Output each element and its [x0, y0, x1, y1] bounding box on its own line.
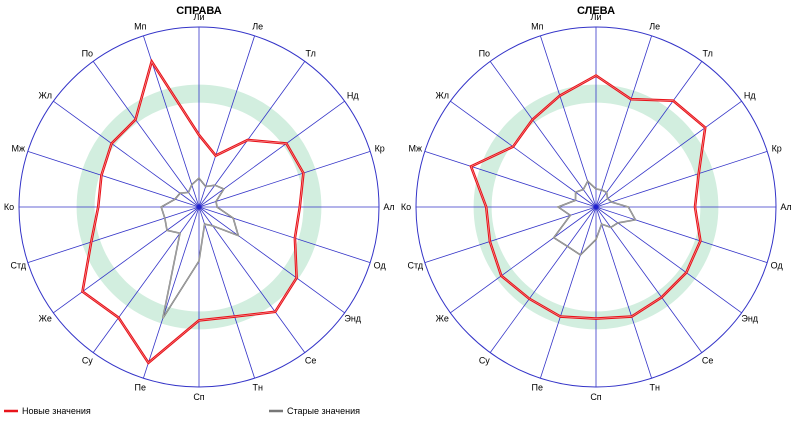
- axis-label: Су: [479, 356, 490, 366]
- legend: Новые значения Старые значения: [4, 406, 360, 416]
- spoke: [198, 206, 371, 264]
- axis-label: Ле: [649, 21, 660, 31]
- spoke: [27, 150, 200, 208]
- axis-label: Же: [436, 314, 449, 324]
- radar-panel-right: Ли Ле Тл Нд Кр Ал Од Энд Се Тн Сп Пе Су Же Стд Ко Мж Жл По…: [4, 5, 395, 402]
- axis-label: Тн: [252, 383, 262, 393]
- axis-label: Се: [305, 356, 317, 366]
- spoke: [595, 206, 768, 264]
- axis-label: По: [82, 48, 93, 58]
- axis-label: Мп: [134, 21, 146, 31]
- spoke: [424, 150, 597, 208]
- axis-label: Пе: [135, 383, 146, 393]
- spoke: [450, 206, 597, 314]
- legend-label-new: Новые значения: [22, 406, 91, 416]
- spoke: [53, 206, 200, 314]
- axis-label: Ал: [780, 202, 791, 212]
- spoke: [198, 35, 256, 208]
- spoke: [92, 206, 200, 353]
- spoke: [27, 206, 200, 264]
- spoke: [595, 206, 742, 314]
- axis-label: Тн: [649, 383, 659, 393]
- spoke: [198, 61, 306, 208]
- spoke: [198, 206, 306, 353]
- axis-label: Од: [374, 261, 387, 271]
- spoke: [489, 206, 597, 353]
- axis-label: Пе: [532, 383, 543, 393]
- spoke: [539, 206, 597, 379]
- axis-label: Кр: [375, 143, 385, 153]
- chart-title: СПРАВА: [176, 5, 222, 17]
- axis-label: Стд: [11, 261, 27, 271]
- axis-label: Мж: [12, 143, 26, 153]
- spoke: [489, 61, 597, 208]
- axis-label: Ле: [252, 21, 263, 31]
- series-old-line: [160, 177, 240, 319]
- axis-label: Тл: [305, 48, 315, 58]
- axis-label: Стд: [408, 261, 424, 271]
- axis-label: Жл: [436, 90, 450, 100]
- spoke: [142, 206, 200, 379]
- axis-label: Су: [82, 356, 93, 366]
- axis-label: Нд: [744, 90, 756, 100]
- axis-label: Тл: [702, 48, 712, 58]
- radar-panel-left: Ли Ле Тл Нд Кр Ал Од Энд Се Тн Сп Пе Су Же Стд Ко Мж Жл По…: [401, 5, 792, 402]
- spoke: [595, 61, 703, 208]
- axis-label: Ал: [383, 202, 394, 212]
- axis-label: Мп: [531, 21, 543, 31]
- axis-label: Нд: [347, 90, 359, 100]
- axis-label: Жл: [39, 90, 53, 100]
- axis-label: Энд: [344, 314, 361, 324]
- spoke: [595, 206, 703, 353]
- spoke: [595, 35, 653, 208]
- axis-label: Ко: [4, 202, 14, 212]
- spoke: [595, 150, 768, 208]
- axis-label: Од: [771, 261, 784, 271]
- axis-label: Энд: [741, 314, 758, 324]
- series-old-highlight: [160, 177, 239, 319]
- spoke: [198, 206, 256, 379]
- spoke: [198, 206, 345, 314]
- axis-label: По: [479, 48, 490, 58]
- center-dot: [196, 204, 202, 210]
- axis-label: Сп: [193, 392, 204, 402]
- spoke: [595, 100, 742, 208]
- axis-label: Кр: [772, 143, 782, 153]
- axis-label: Же: [39, 314, 52, 324]
- axis-label: Мж: [409, 143, 423, 153]
- center-dot: [593, 204, 599, 210]
- spoke: [92, 61, 200, 208]
- chart-title: СЛЕВА: [577, 5, 615, 17]
- spoke: [198, 150, 371, 208]
- legend-label-old: Старые значения: [287, 406, 360, 416]
- axis-label: Ли: [591, 12, 602, 22]
- spoke: [595, 206, 653, 379]
- spoke: [424, 206, 597, 264]
- spoke: [539, 35, 597, 208]
- spoke: [450, 100, 597, 208]
- axis-label: Ли: [194, 12, 205, 22]
- spoke: [53, 100, 200, 208]
- axis-label: Ко: [401, 202, 411, 212]
- axis-label: Се: [702, 356, 714, 366]
- axis-label: Сп: [590, 392, 601, 402]
